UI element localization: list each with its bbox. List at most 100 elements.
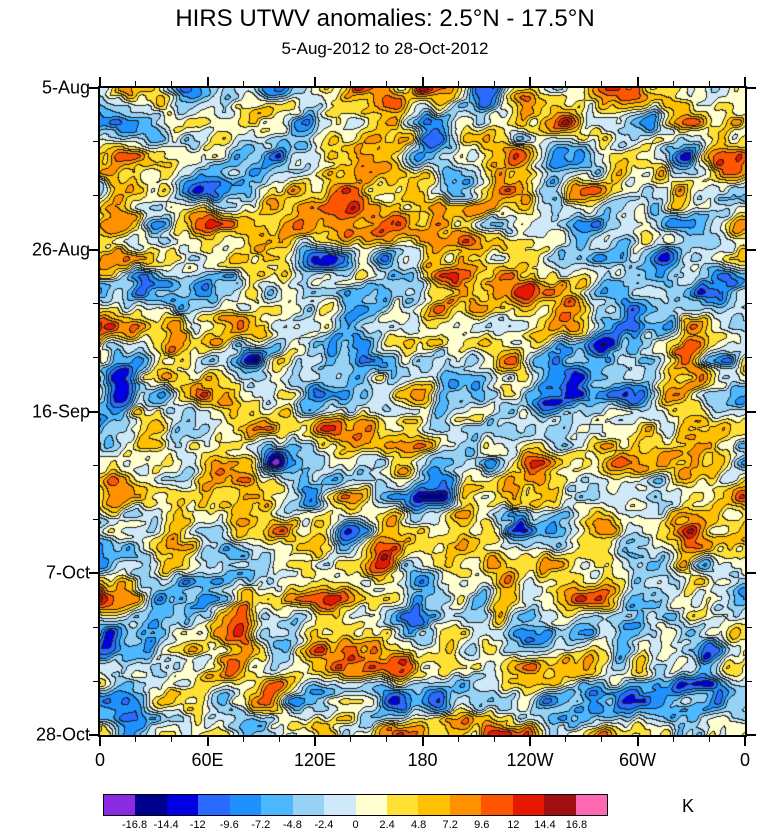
x-major-tick (529, 737, 531, 746)
x-minor-tick (386, 81, 388, 86)
colorbar-unit-label: K (682, 796, 695, 816)
x-minor-tick (171, 737, 173, 742)
y-minor-tick (93, 626, 98, 628)
x-minor-tick (601, 81, 603, 86)
colorbar-segment (544, 795, 576, 815)
x-minor-tick (565, 81, 567, 86)
x-major-tick (636, 77, 639, 86)
x-minor-tick (601, 737, 603, 742)
x-axis-tick-label: 60W (618, 750, 657, 770)
x-minor-tick (672, 81, 674, 86)
colorbar-segment (449, 795, 482, 815)
y-axis-tick-label: 28-Oct (35, 724, 90, 745)
x-minor-tick (135, 737, 137, 742)
x-axis-tick-label: 0 (94, 750, 106, 770)
x-major-tick (206, 77, 209, 86)
colorbar-segment (481, 795, 513, 815)
colorbar-tick-label: -16.8 (122, 819, 148, 831)
x-minor-tick (672, 737, 674, 742)
plot-area (98, 86, 747, 737)
x-minor-tick (242, 81, 244, 86)
colorbar-tick-label: 4.8 (410, 819, 427, 831)
y-minor-tick (93, 303, 98, 305)
y-minor-tick (93, 464, 98, 466)
x-minor-tick (457, 81, 459, 86)
colorbar-tick-label: 14.4 (534, 819, 556, 831)
y-minor-tick (93, 357, 98, 359)
colorbar-segment (418, 795, 450, 815)
x-major-tick (744, 77, 746, 86)
colorbar-segment (386, 795, 419, 815)
x-minor-tick (171, 81, 173, 86)
colorbar-tick-label: -4.8 (282, 819, 302, 831)
x-minor-tick (135, 81, 137, 86)
x-minor-tick (386, 737, 388, 742)
colorbar-tick-label: -14.4 (153, 819, 179, 831)
y-axis-tick-label: 26-Aug (31, 239, 90, 260)
colorbar-segment (104, 795, 136, 815)
y-minor-tick (747, 195, 752, 197)
x-axis-tick-label: 0 (739, 750, 751, 770)
y-minor-tick (93, 195, 98, 197)
colorbar-tick-label: 12 (507, 819, 520, 831)
x-major-tick (421, 737, 424, 746)
colorbar-segment (512, 795, 545, 815)
y-major-tick (747, 248, 756, 251)
x-major-tick (314, 737, 316, 746)
x-minor-tick (278, 81, 280, 86)
x-minor-tick (565, 737, 567, 742)
y-minor-tick (747, 464, 752, 466)
y-axis-tick-label: 16-Sep (31, 401, 90, 421)
colorbar-segment (135, 795, 167, 815)
x-minor-tick (708, 737, 710, 742)
y-axis-tick-label: 7-Oct (45, 562, 90, 583)
y-minor-tick (93, 680, 98, 682)
x-axis-tick-label: 120W (506, 750, 554, 770)
x-minor-tick (493, 81, 495, 86)
x-axis-tick-label: 120E (293, 750, 337, 770)
colorbar-segment (166, 795, 199, 815)
y-major-tick (89, 572, 98, 575)
x-axis-tick-label: 180 (407, 750, 438, 770)
x-minor-tick (350, 737, 352, 742)
colorbar-tick-label: -12 (189, 819, 206, 831)
y-major-tick (89, 734, 98, 736)
colorbar-tick-label: -2.4 (314, 819, 334, 831)
colorbar (103, 794, 608, 816)
colorbar-tick-label: -9.6 (219, 819, 239, 831)
y-major-tick (747, 734, 756, 736)
x-major-tick (99, 77, 101, 86)
colorbar-segment (229, 795, 262, 815)
y-major-tick (89, 248, 98, 251)
x-minor-tick (708, 81, 710, 86)
x-axis-tick-label: 60E (191, 750, 224, 770)
x-major-tick (206, 737, 209, 746)
colorbar-tick-label: 16.8 (565, 819, 588, 831)
x-minor-tick (493, 737, 495, 742)
colorbar-segment (261, 795, 293, 815)
x-minor-tick (350, 81, 352, 86)
colorbar-segment (292, 795, 325, 815)
heatmap-canvas (100, 88, 745, 735)
chart-title: HIRS UTWV anomalies: 2.5°N - 17.5°N (175, 5, 595, 32)
colorbar-tick-label: 9.6 (474, 819, 490, 831)
y-major-tick (89, 410, 98, 413)
y-minor-tick (747, 518, 752, 520)
colorbar-segment (324, 795, 356, 815)
x-minor-tick (242, 737, 244, 742)
colorbar-tick-label: -7.2 (251, 819, 271, 831)
y-minor-tick (93, 518, 98, 520)
y-minor-tick (747, 141, 752, 143)
x-major-tick (744, 737, 746, 746)
colorbar-tick-label: 7.2 (442, 819, 458, 831)
x-minor-tick (278, 737, 280, 742)
y-major-tick (747, 572, 756, 575)
colorbar-tick-label: 2.4 (379, 819, 395, 831)
y-minor-tick (747, 303, 752, 305)
y-minor-tick (747, 626, 752, 628)
y-major-tick (747, 87, 756, 89)
x-major-tick (529, 77, 531, 86)
y-major-tick (747, 410, 756, 413)
x-major-tick (636, 737, 639, 746)
